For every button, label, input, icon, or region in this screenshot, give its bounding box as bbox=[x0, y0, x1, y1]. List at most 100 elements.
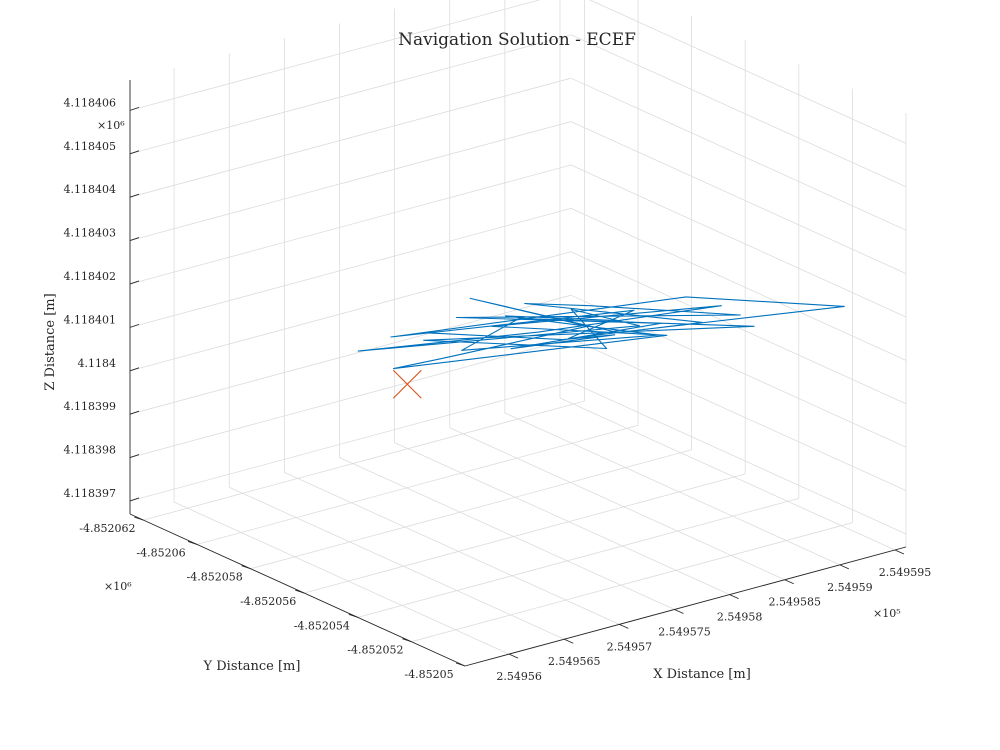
z-tick bbox=[129, 280, 140, 285]
y-grid-line bbox=[143, 400, 585, 521]
y-axis-multiplier: ×10⁶ bbox=[104, 580, 132, 593]
z-tick-label: 4.118404 bbox=[64, 183, 117, 196]
x-tick bbox=[508, 653, 519, 659]
x-tick-label: 2.549585 bbox=[768, 596, 821, 609]
grid-layer bbox=[129, 0, 907, 667]
z-grid-line bbox=[570, 34, 907, 188]
x-tick-label: 2.549565 bbox=[548, 655, 601, 668]
x-axis-label: X Distance [m] bbox=[653, 667, 751, 682]
z-axis-multiplier: ×10⁶ bbox=[97, 119, 125, 132]
x-tick bbox=[894, 549, 905, 555]
x-grid-line bbox=[504, 412, 841, 566]
z-tick bbox=[129, 410, 140, 415]
y-grid-line bbox=[304, 473, 746, 594]
x-tick-label: 2.549595 bbox=[879, 566, 932, 579]
z-tick-label: 4.1184 bbox=[78, 357, 117, 370]
z-tick-label: 4.118405 bbox=[64, 140, 117, 153]
y-tick-label: -4.852056 bbox=[240, 595, 296, 608]
z-grid-line bbox=[129, 338, 572, 458]
z-tick-label: 4.118399 bbox=[64, 400, 117, 413]
z-tick bbox=[129, 323, 140, 328]
x-tick bbox=[674, 609, 684, 614]
z-grid-line bbox=[570, 77, 907, 231]
z-grid-line bbox=[570, 338, 907, 491]
y-tick bbox=[295, 589, 305, 594]
z-tick-label: 4.118403 bbox=[64, 227, 117, 240]
x-grid-line bbox=[229, 486, 565, 640]
y-axis-line bbox=[129, 513, 466, 667]
x-tick-label: 2.54958 bbox=[717, 611, 763, 624]
z-grid-line bbox=[570, 121, 907, 274]
axis-layer bbox=[129, 80, 907, 667]
z-grid-line bbox=[570, 381, 907, 535]
trajectory-line bbox=[357, 296, 845, 370]
x-axis-line bbox=[464, 546, 907, 667]
z-tick bbox=[129, 106, 140, 111]
x-grid-line bbox=[339, 457, 675, 610]
y-tick bbox=[241, 565, 251, 570]
x-tick-label: 2.54957 bbox=[607, 640, 653, 653]
y-tick-label: -4.852062 bbox=[79, 522, 135, 535]
z-tick-label: 4.118398 bbox=[64, 444, 117, 457]
z-tick bbox=[129, 497, 140, 502]
y-axis-label: Y Distance [m] bbox=[203, 659, 301, 674]
z-axis-label: Z Distance [m] bbox=[43, 293, 58, 390]
x-grid-line bbox=[559, 397, 896, 551]
y-grid-line bbox=[411, 522, 853, 643]
z-grid-line bbox=[570, 294, 907, 448]
y-tick-label: -4.85205 bbox=[404, 668, 453, 681]
z-grid-line bbox=[570, 251, 907, 405]
z-grid-line bbox=[570, 208, 907, 361]
y-grid-line bbox=[250, 449, 692, 570]
z-grid-line bbox=[129, 294, 572, 415]
x-tick-label: 2.54956 bbox=[496, 670, 542, 683]
y-tick-label: -4.85206 bbox=[136, 546, 185, 559]
y-tick bbox=[134, 516, 144, 521]
z-grid-line bbox=[129, 121, 572, 241]
x-tick-label: 2.549575 bbox=[658, 625, 711, 638]
y-grid-line bbox=[357, 497, 799, 618]
z-grid-line bbox=[129, 0, 541, 111]
z-grid-line bbox=[570, 164, 907, 318]
y-grid-line bbox=[196, 425, 639, 545]
z-grid-line bbox=[129, 207, 572, 328]
x-grid-line bbox=[173, 501, 510, 655]
x-tick-label: 2.54959 bbox=[827, 581, 873, 594]
y-tick bbox=[187, 540, 198, 545]
y-tick bbox=[455, 662, 466, 667]
z-tick-label: 4.118406 bbox=[64, 96, 117, 109]
z-grid-line bbox=[129, 77, 572, 198]
z-tick bbox=[129, 367, 140, 372]
x-tick bbox=[784, 579, 794, 585]
y-tick bbox=[402, 638, 412, 643]
z-grid-line bbox=[589, 0, 907, 144]
x-grid-line bbox=[449, 427, 785, 581]
x-grid-line bbox=[394, 442, 730, 595]
z-tick bbox=[129, 193, 140, 198]
y-tick-label: -4.852054 bbox=[294, 619, 350, 632]
data-layer bbox=[357, 296, 845, 399]
z-tick-label: 4.118402 bbox=[64, 270, 117, 283]
y-tick bbox=[348, 613, 358, 618]
x-tick bbox=[729, 594, 739, 600]
chart-title: Navigation Solution - ECEF bbox=[398, 30, 636, 50]
z-grid-line bbox=[129, 164, 572, 285]
label-layer: 2.54956 2.549565 2.54957 2.549575 2.54958 2.5… bbox=[64, 96, 932, 683]
z-tick bbox=[129, 237, 140, 242]
x-axis-multiplier: ×10⁵ bbox=[873, 607, 901, 620]
z-grid-line bbox=[129, 251, 572, 372]
x-tick bbox=[564, 638, 574, 644]
y-tick-label: -4.852052 bbox=[347, 644, 403, 657]
x-grid-line bbox=[284, 471, 620, 625]
z-tick-label: 4.118401 bbox=[64, 313, 117, 326]
z-tick-label: 4.118397 bbox=[64, 487, 117, 500]
z-tick bbox=[129, 150, 140, 155]
reference-marker bbox=[392, 369, 422, 399]
y-tick-label: -4.852058 bbox=[186, 571, 242, 584]
z-grid-line bbox=[129, 381, 572, 502]
x-tick bbox=[839, 564, 850, 570]
z-grid-line bbox=[129, 34, 572, 155]
z-tick bbox=[129, 454, 140, 459]
x-tick bbox=[619, 623, 629, 629]
